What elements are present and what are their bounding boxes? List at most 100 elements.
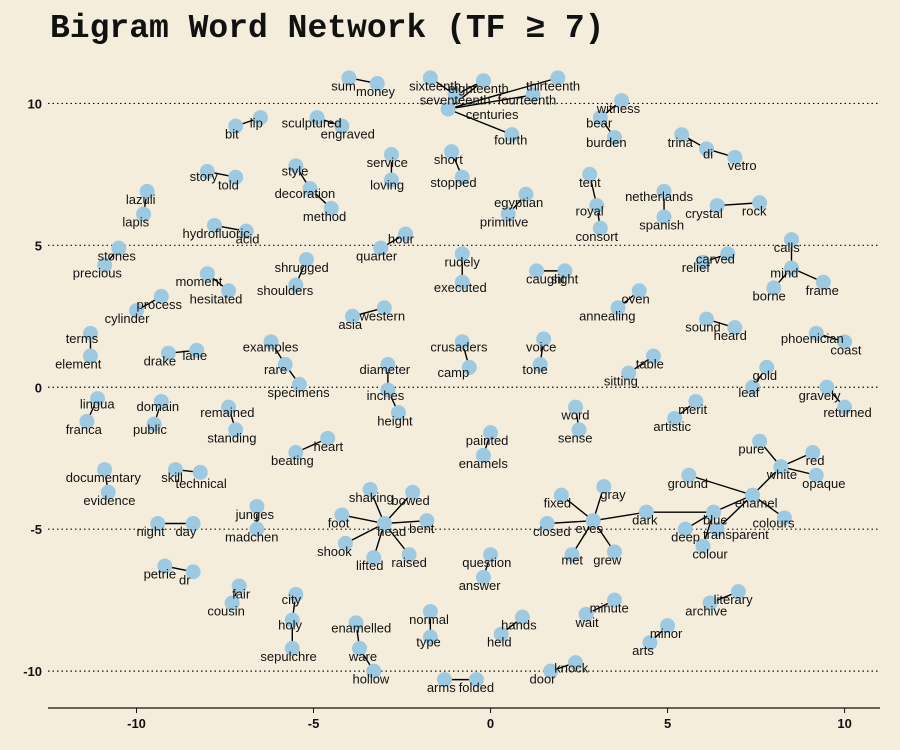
node-service <box>383 147 399 163</box>
node-door <box>543 663 559 679</box>
node-netherlands <box>656 183 672 199</box>
node-sculptured <box>309 110 325 126</box>
node-label-acid: acid <box>236 232 260 247</box>
node-label-style: style <box>282 164 309 179</box>
node-label-drake: drake <box>144 354 177 369</box>
node-enamel <box>745 487 761 503</box>
chart-title: Bigram Word Network (TF ≥ 7) <box>50 10 605 47</box>
node-eyes <box>585 513 601 529</box>
node-dr <box>185 564 201 580</box>
node-process <box>153 288 169 304</box>
node-label-hollow: hollow <box>352 672 389 687</box>
node-label-caught: caught <box>526 271 565 286</box>
node-label-pure: pure <box>738 442 764 457</box>
node-label-cousin: cousin <box>207 603 245 618</box>
nodes <box>79 70 853 688</box>
node-centuries <box>440 101 456 117</box>
node-junges <box>249 498 265 514</box>
node-sum <box>341 70 357 86</box>
node-label-stopped: stopped <box>430 175 476 190</box>
node-technical <box>192 464 208 480</box>
node-label-hour: hour <box>388 232 415 247</box>
node-label-arms: arms <box>427 680 456 695</box>
node-label-day: day <box>175 524 196 539</box>
node-sight <box>557 263 573 279</box>
node-label-lazuli: lazuli <box>126 192 156 207</box>
node-shrugged <box>298 252 314 268</box>
node-label-centuries: centuries <box>466 107 519 122</box>
node-label-bent: bent <box>409 521 435 536</box>
node-label-hydrofluoric: hydrofluoric <box>183 226 251 241</box>
node-calls <box>783 232 799 248</box>
node-hollow <box>366 663 382 679</box>
node-label-eyes: eyes <box>576 521 604 536</box>
node-label-colour: colour <box>692 547 728 562</box>
node-heart <box>320 430 336 446</box>
node-caught <box>529 263 545 279</box>
node-label-transparent: transparent <box>703 527 769 542</box>
node-label-fourteenth: fourteenth <box>498 93 557 108</box>
node-evidence <box>100 484 116 500</box>
node-label-quarter: quarter <box>356 249 398 264</box>
node-label-burden: burden <box>586 135 626 150</box>
node-label-tent: tent <box>579 175 601 190</box>
node-decoration <box>302 181 318 197</box>
node-literary <box>730 584 746 600</box>
edge-enamel-ground <box>688 474 753 496</box>
node-label-primitive: primitive <box>480 215 528 230</box>
x-tick-label--5: -5 <box>308 716 320 731</box>
node-tone <box>532 357 548 373</box>
node-label-asia: asia <box>338 317 363 332</box>
node-label-night: night <box>137 524 166 539</box>
node-element <box>82 348 98 364</box>
node-fourteenth <box>525 87 541 103</box>
node-vetro <box>727 149 743 165</box>
node-red <box>805 445 821 461</box>
node-rudely <box>454 246 470 262</box>
node-label-method: method <box>303 209 346 224</box>
node-label-western: western <box>359 308 406 323</box>
node-camp <box>461 359 477 375</box>
node-label-raised: raised <box>391 555 426 570</box>
node-blue <box>706 504 722 520</box>
node-annealing <box>610 300 626 316</box>
node-cylinder <box>129 303 145 319</box>
node-label-hands: hands <box>501 618 537 633</box>
node-label-fourth: fourth <box>494 132 527 147</box>
node-heard <box>727 320 743 336</box>
node-colour <box>695 538 711 554</box>
edge-dark-eyes <box>593 511 647 522</box>
node-label-domain: domain <box>137 399 180 414</box>
node-label-trina: trina <box>668 135 694 150</box>
node-primitive <box>500 206 516 222</box>
node-ground <box>681 467 697 483</box>
node-label-city: city <box>282 592 302 607</box>
node-city <box>288 586 304 602</box>
node-ware <box>352 640 368 656</box>
node-public <box>146 416 162 432</box>
node-documentary <box>97 462 113 478</box>
node-sound <box>699 311 715 327</box>
node-label-dr: dr <box>179 572 191 587</box>
node-label-type: type <box>416 635 441 650</box>
node-style <box>288 158 304 174</box>
node-label-hesitated: hesitated <box>190 291 243 306</box>
node-label-bear: bear <box>586 115 613 130</box>
node-label-thirteenth: thirteenth <box>526 78 580 93</box>
node-enamels <box>475 447 491 463</box>
node-normal <box>422 603 438 619</box>
node-label-folded: folded <box>459 680 494 695</box>
node-label-opaque: opaque <box>802 476 845 491</box>
node-question <box>483 547 499 563</box>
node-shook <box>337 535 353 551</box>
node-label-consort: consort <box>576 229 619 244</box>
node-label-moment: moment <box>175 274 222 289</box>
node-terms <box>82 325 98 341</box>
node-inches <box>380 382 396 398</box>
node-label-word: word <box>560 408 589 423</box>
node-label-ware: ware <box>348 649 377 664</box>
node-label-borne: borne <box>753 288 786 303</box>
node-lifted <box>366 550 382 566</box>
node-minor <box>660 618 676 634</box>
